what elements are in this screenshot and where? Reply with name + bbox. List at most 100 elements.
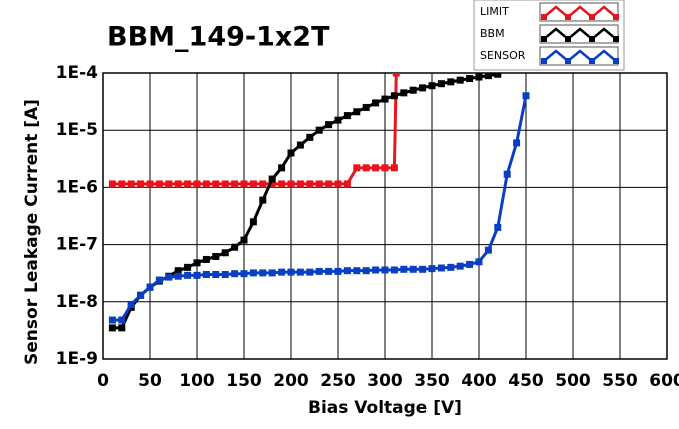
data-point (372, 99, 380, 107)
legend-marker (589, 58, 595, 64)
data-point (494, 73, 502, 78)
legend-marker (613, 58, 619, 64)
data-point (137, 180, 145, 188)
data-point (184, 271, 192, 279)
data-point (259, 180, 267, 188)
data-point (184, 180, 192, 188)
x-tick-label: 0 (97, 371, 109, 391)
data-point (343, 180, 351, 188)
data-point (362, 164, 370, 172)
data-point (202, 255, 210, 263)
data-point (108, 316, 116, 324)
legend-label: BBM (480, 27, 505, 40)
data-point (437, 80, 445, 88)
data-point (334, 116, 342, 124)
data-point (268, 175, 276, 183)
data-point (353, 267, 361, 275)
data-point (306, 268, 314, 276)
x-tick-label: 450 (508, 371, 544, 391)
data-point (287, 149, 295, 157)
legend-swatch (539, 2, 619, 22)
data-point (174, 267, 182, 275)
data-point (296, 141, 304, 149)
data-point (522, 92, 530, 100)
y-tick-label: 1E-5 (56, 120, 98, 140)
data-point (296, 268, 304, 276)
data-point (315, 126, 323, 134)
data-point (315, 180, 323, 188)
legend-marker (565, 14, 571, 20)
data-point (513, 139, 521, 147)
data-point (362, 267, 370, 275)
data-point (231, 270, 239, 278)
data-point (390, 164, 398, 172)
x-tick-label: 500 (555, 371, 591, 391)
data-point (174, 272, 182, 280)
legend-line (543, 49, 617, 63)
data-point (466, 260, 474, 268)
x-tick-label: 50 (138, 371, 162, 391)
data-point (325, 121, 333, 129)
data-point (268, 269, 276, 277)
data-point (419, 84, 427, 92)
y-tick-label: 1E-8 (56, 292, 98, 312)
data-point (381, 164, 389, 172)
data-point (362, 103, 370, 111)
data-point (475, 73, 483, 81)
data-point (390, 92, 398, 100)
data-point (193, 271, 201, 279)
data-point (118, 180, 126, 188)
x-tick-label: 400 (461, 371, 497, 391)
data-point (278, 180, 286, 188)
data-point (475, 258, 483, 266)
data-point (146, 283, 154, 291)
x-tick-label: 200 (273, 371, 309, 391)
data-point (221, 271, 229, 279)
legend-swatch (539, 24, 619, 44)
data-point (137, 291, 145, 299)
legend-marker (541, 58, 547, 64)
data-point (127, 300, 135, 308)
data-point (212, 252, 220, 260)
data-point (155, 180, 163, 188)
data-point (343, 267, 351, 275)
data-point (409, 86, 417, 94)
data-point (372, 164, 380, 172)
data-point (428, 82, 436, 90)
legend-marker (589, 14, 595, 20)
y-tick-label: 1E-4 (56, 63, 98, 83)
data-point (287, 268, 295, 276)
data-point (381, 266, 389, 274)
data-point (231, 180, 239, 188)
data-point (174, 180, 182, 188)
x-tick-label: 150 (226, 371, 262, 391)
data-point (503, 170, 511, 178)
legend-swatch (539, 46, 619, 66)
data-point (108, 180, 116, 188)
x-tick-label: 350 (414, 371, 450, 391)
data-point (447, 78, 455, 86)
data-point (315, 267, 323, 275)
data-point (306, 133, 314, 141)
data-point (221, 249, 229, 257)
legend-label: SENSOR (480, 49, 526, 62)
data-point (212, 180, 220, 188)
data-point (165, 180, 173, 188)
data-point (447, 263, 455, 271)
x-tick-label: 300 (367, 371, 403, 391)
data-point (325, 267, 333, 275)
data-point (221, 180, 229, 188)
data-point (118, 324, 126, 332)
data-point (494, 223, 502, 231)
data-point (202, 271, 210, 279)
data-point (456, 262, 464, 270)
data-point (334, 267, 342, 275)
x-tick-label: 600 (649, 371, 679, 391)
legend-marker (613, 36, 619, 42)
data-point (240, 180, 248, 188)
x-tick-label: 100 (179, 371, 215, 391)
data-point (466, 75, 474, 83)
data-point (306, 180, 314, 188)
data-point (193, 259, 201, 267)
